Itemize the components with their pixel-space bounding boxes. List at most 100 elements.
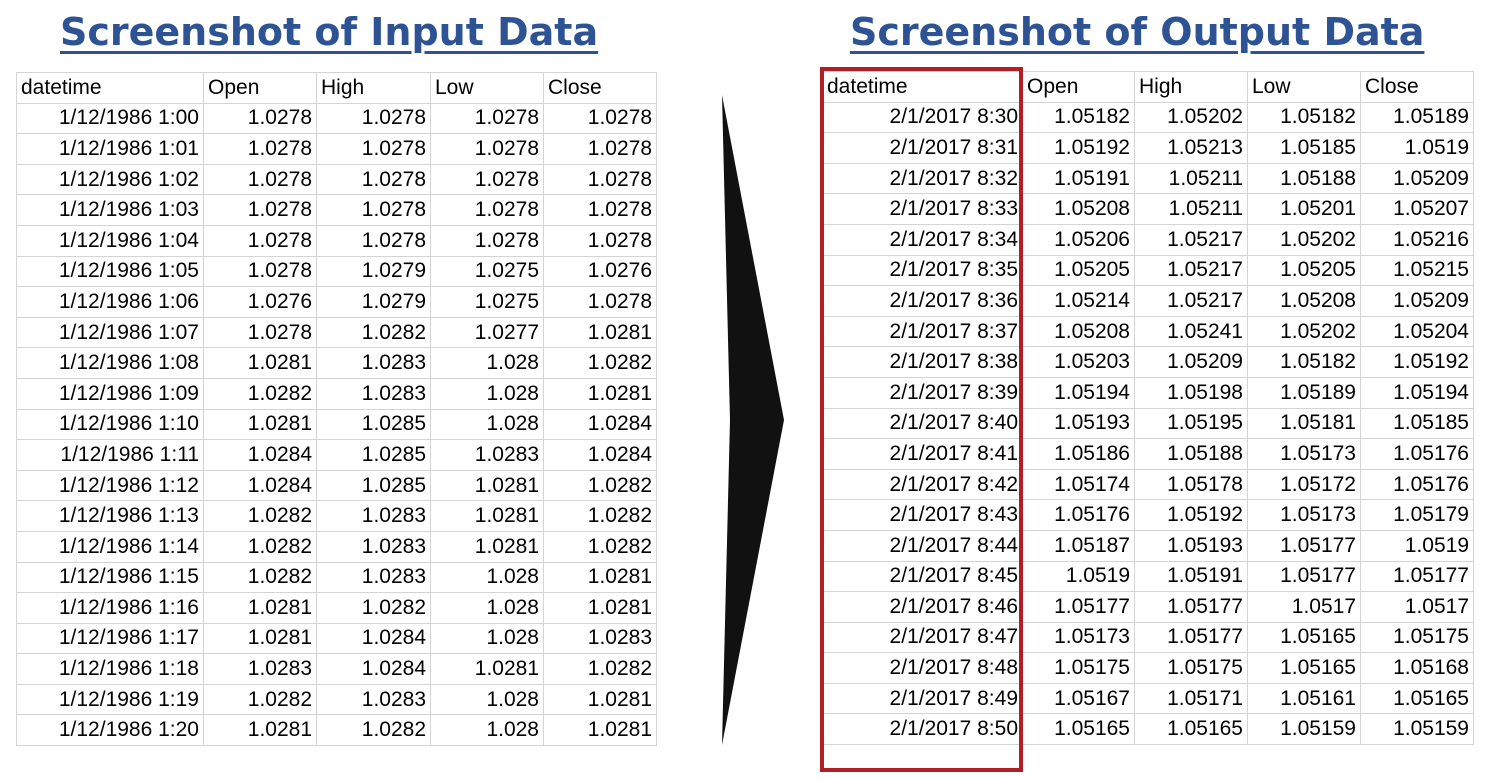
value-cell[interactable]: 1.0282 — [543, 470, 657, 502]
datetime-cell[interactable]: 1/12/1986 1:05 — [16, 256, 204, 288]
value-cell[interactable]: 1.05194 — [1022, 377, 1135, 409]
value-cell[interactable]: 1.0519 — [1360, 530, 1474, 562]
value-cell[interactable]: 1.0283 — [316, 684, 431, 716]
value-cell[interactable]: 1.0278 — [203, 225, 317, 257]
column-header[interactable]: High — [1134, 71, 1248, 103]
value-cell[interactable]: 1.05205 — [1247, 255, 1361, 287]
value-cell[interactable]: 1.0282 — [316, 592, 431, 624]
value-cell[interactable]: 1.05201 — [1247, 193, 1361, 225]
datetime-cell[interactable]: 2/1/2017 8:49 — [822, 683, 1023, 715]
value-cell[interactable]: 1.0283 — [316, 562, 431, 594]
value-cell[interactable]: 1.05176 — [1022, 499, 1135, 531]
value-cell[interactable]: 1.0281 — [203, 592, 317, 624]
value-cell[interactable]: 1.028 — [430, 409, 544, 441]
value-cell[interactable]: 1.05192 — [1134, 499, 1248, 531]
value-cell[interactable]: 1.05191 — [1022, 163, 1135, 195]
value-cell[interactable]: 1.0283 — [316, 500, 431, 532]
value-cell[interactable]: 1.0283 — [316, 347, 431, 379]
datetime-cell[interactable]: 2/1/2017 8:31 — [822, 132, 1023, 164]
value-cell[interactable]: 1.05193 — [1134, 530, 1248, 562]
datetime-cell[interactable]: 1/12/1986 1:17 — [16, 623, 204, 655]
column-header[interactable]: Open — [1022, 71, 1135, 103]
value-cell[interactable]: 1.0281 — [543, 317, 657, 349]
value-cell[interactable]: 1.0282 — [203, 562, 317, 594]
value-cell[interactable]: 1.0519 — [1360, 132, 1474, 164]
value-cell[interactable]: 1.0281 — [543, 684, 657, 716]
value-cell[interactable]: 1.0281 — [430, 531, 544, 563]
datetime-cell[interactable]: 1/12/1986 1:09 — [16, 378, 204, 410]
column-header[interactable]: High — [316, 72, 431, 104]
value-cell[interactable]: 1.0275 — [430, 256, 544, 288]
value-cell[interactable]: 1.0284 — [316, 623, 431, 655]
value-cell[interactable]: 1.05177 — [1022, 591, 1135, 623]
value-cell[interactable]: 1.0278 — [203, 256, 317, 288]
value-cell[interactable]: 1.0517 — [1247, 591, 1361, 623]
value-cell[interactable]: 1.0284 — [203, 470, 317, 502]
value-cell[interactable]: 1.05175 — [1134, 652, 1248, 684]
value-cell[interactable]: 1.05206 — [1022, 224, 1135, 256]
value-cell[interactable]: 1.05211 — [1134, 163, 1248, 195]
value-cell[interactable]: 1.0277 — [430, 317, 544, 349]
datetime-cell[interactable]: 2/1/2017 8:32 — [822, 163, 1023, 195]
value-cell[interactable]: 1.0281 — [543, 714, 657, 747]
value-cell[interactable]: 1.0278 — [203, 194, 317, 226]
value-cell[interactable]: 1.05159 — [1247, 713, 1361, 746]
value-cell[interactable]: 1.05203 — [1022, 346, 1135, 378]
datetime-cell[interactable]: 2/1/2017 8:30 — [822, 102, 1023, 134]
value-cell[interactable]: 1.0278 — [203, 103, 317, 135]
value-cell[interactable]: 1.05213 — [1134, 132, 1248, 164]
value-cell[interactable]: 1.0278 — [543, 194, 657, 226]
value-cell[interactable]: 1.05202 — [1247, 316, 1361, 348]
value-cell[interactable]: 1.05202 — [1247, 224, 1361, 256]
datetime-cell[interactable]: 2/1/2017 8:48 — [822, 652, 1023, 684]
column-header[interactable]: Close — [543, 72, 657, 104]
value-cell[interactable]: 1.0281 — [203, 347, 317, 379]
value-cell[interactable]: 1.0281 — [430, 500, 544, 532]
value-cell[interactable]: 1.0278 — [203, 164, 317, 196]
value-cell[interactable]: 1.0282 — [203, 684, 317, 716]
value-cell[interactable]: 1.05208 — [1022, 316, 1135, 348]
value-cell[interactable]: 1.0276 — [543, 256, 657, 288]
value-cell[interactable]: 1.05171 — [1134, 683, 1248, 715]
value-cell[interactable]: 1.05217 — [1134, 224, 1248, 256]
datetime-cell[interactable]: 1/12/1986 1:02 — [16, 164, 204, 196]
value-cell[interactable]: 1.0281 — [430, 653, 544, 685]
value-cell[interactable]: 1.05198 — [1134, 377, 1248, 409]
value-cell[interactable]: 1.05189 — [1247, 377, 1361, 409]
datetime-cell[interactable]: 2/1/2017 8:42 — [822, 469, 1023, 501]
value-cell[interactable]: 1.05208 — [1022, 193, 1135, 225]
value-cell[interactable]: 1.05192 — [1022, 132, 1135, 164]
value-cell[interactable]: 1.05165 — [1247, 622, 1361, 654]
value-cell[interactable]: 1.05188 — [1134, 438, 1248, 470]
value-cell[interactable]: 1.05182 — [1247, 346, 1361, 378]
value-cell[interactable]: 1.028 — [430, 347, 544, 379]
value-cell[interactable]: 1.0278 — [203, 133, 317, 165]
value-cell[interactable]: 1.028 — [430, 623, 544, 655]
value-cell[interactable]: 1.0278 — [316, 133, 431, 165]
value-cell[interactable]: 1.05176 — [1360, 469, 1474, 501]
value-cell[interactable]: 1.05165 — [1360, 683, 1474, 715]
datetime-cell[interactable]: 1/12/1986 1:00 — [16, 103, 204, 135]
column-header[interactable]: datetime — [822, 71, 1023, 103]
value-cell[interactable]: 1.0283 — [316, 531, 431, 563]
value-cell[interactable]: 1.05177 — [1360, 561, 1474, 593]
value-cell[interactable]: 1.0278 — [543, 103, 657, 135]
value-cell[interactable]: 1.05215 — [1360, 255, 1474, 287]
value-cell[interactable]: 1.0284 — [316, 653, 431, 685]
value-cell[interactable]: 1.0282 — [203, 500, 317, 532]
value-cell[interactable]: 1.0285 — [316, 470, 431, 502]
value-cell[interactable]: 1.0282 — [203, 378, 317, 410]
datetime-cell[interactable]: 1/12/1986 1:06 — [16, 286, 204, 318]
value-cell[interactable]: 1.0278 — [430, 103, 544, 135]
value-cell[interactable]: 1.0278 — [316, 225, 431, 257]
value-cell[interactable]: 1.0282 — [543, 500, 657, 532]
value-cell[interactable]: 1.0282 — [203, 531, 317, 563]
value-cell[interactable]: 1.0284 — [543, 439, 657, 471]
value-cell[interactable]: 1.05194 — [1360, 377, 1474, 409]
value-cell[interactable]: 1.0285 — [316, 409, 431, 441]
value-cell[interactable]: 1.05211 — [1134, 193, 1248, 225]
value-cell[interactable]: 1.0284 — [543, 409, 657, 441]
value-cell[interactable]: 1.028 — [430, 378, 544, 410]
value-cell[interactable]: 1.05182 — [1247, 102, 1361, 134]
datetime-cell[interactable]: 2/1/2017 8:46 — [822, 591, 1023, 623]
